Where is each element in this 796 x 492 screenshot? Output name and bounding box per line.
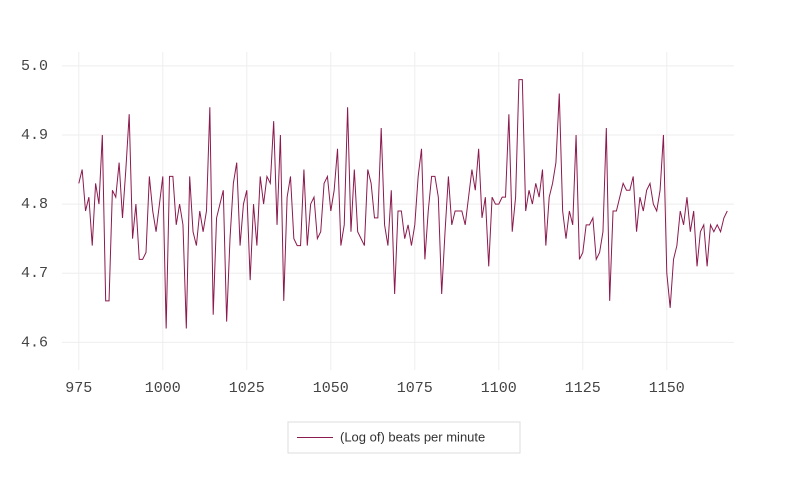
- y-tick-label: 4.9: [21, 127, 48, 144]
- x-tick-label: 1075: [397, 380, 433, 397]
- line-series: [78, 79, 728, 329]
- x-tick-label: 975: [65, 380, 92, 397]
- y-tick-label: 5.0: [21, 58, 48, 75]
- x-tick-label: 1050: [313, 380, 349, 397]
- legend-label: (Log of) beats per minute: [340, 429, 485, 444]
- y-tick-label: 4.6: [21, 334, 48, 351]
- x-tick-label: 1100: [481, 380, 517, 397]
- x-tick-label: 1125: [565, 380, 601, 397]
- y-tick-label: 4.8: [21, 196, 48, 213]
- x-tick-label: 1025: [229, 380, 265, 397]
- y-tick-label: 4.7: [21, 265, 48, 282]
- x-tick-label: 1150: [649, 380, 685, 397]
- x-tick-label: 1000: [145, 380, 181, 397]
